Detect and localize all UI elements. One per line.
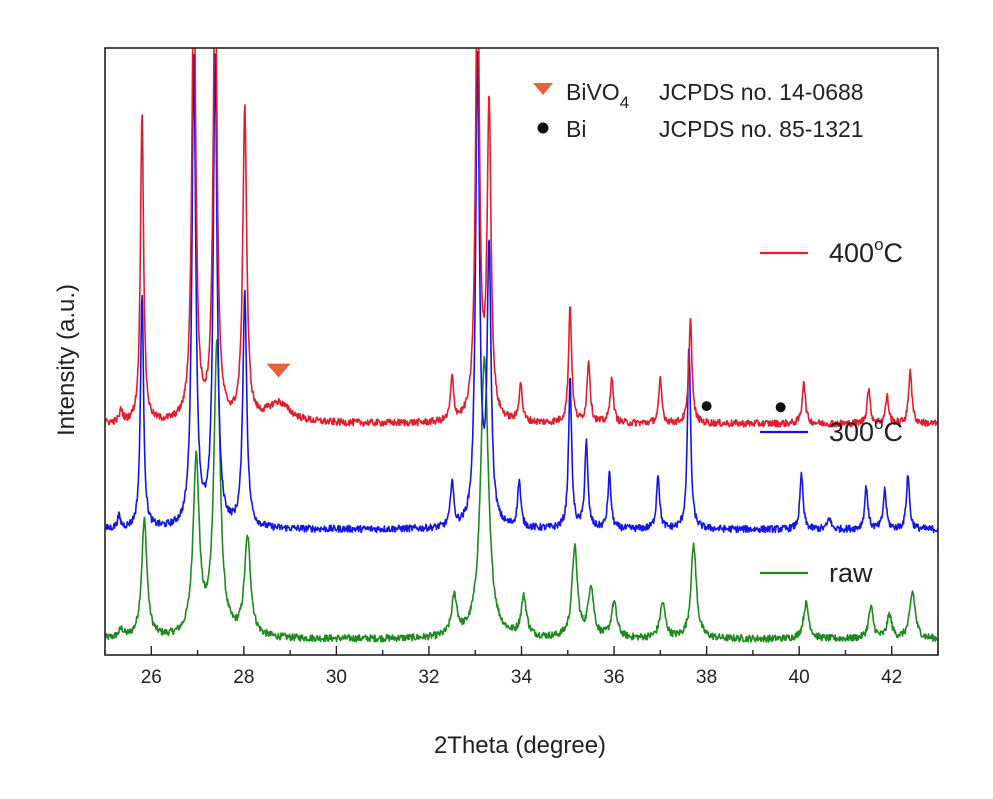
axes: 26 28 30 32 34 36 38 40 42	[104, 47, 939, 688]
x-tick-label: 36	[603, 667, 624, 688]
x-tick-label: 34	[511, 667, 533, 688]
legend-reference: JCPDS no. 14-0688	[659, 79, 864, 105]
series-label-400: 400oC	[829, 235, 903, 268]
legend-label: Bi	[566, 116, 586, 142]
bi-peak-marker	[701, 401, 712, 412]
series-label-raw: raw	[829, 558, 873, 588]
series-line-raw	[105, 338, 938, 643]
x-tick-label: 40	[789, 667, 810, 688]
bi-peak-marker	[775, 402, 786, 413]
series-labels: raw 300oC 400oC	[760, 235, 903, 588]
x-tick-label: 28	[233, 667, 254, 688]
series-label-300: 300oC	[829, 414, 903, 447]
plot-area	[105, 48, 938, 643]
series-line-300	[105, 50, 938, 534]
x-tick-label: 32	[418, 667, 439, 688]
series-line-400	[105, 48, 938, 428]
x-axis-title: 2Theta (degree)	[434, 732, 606, 759]
legend-label: BiVO4	[566, 79, 629, 112]
legend: BiVO4 JCPDS no. 14-0688 Bi JCPDS no. 85-132…	[533, 79, 864, 142]
legend-subscript: 4	[620, 93, 629, 112]
x-tick-label: 42	[881, 667, 902, 688]
legend-bivo4-marker	[533, 83, 553, 95]
y-axis-title: Intensity (a.u.)	[53, 284, 80, 436]
x-tick-label: 30	[326, 667, 347, 688]
x-tick-label: 38	[696, 667, 717, 688]
bivo4-peak-marker	[266, 363, 291, 378]
legend-reference: JCPDS no. 85-1321	[659, 116, 864, 142]
x-tick-label: 26	[141, 667, 162, 688]
legend-bi-marker	[537, 122, 549, 134]
